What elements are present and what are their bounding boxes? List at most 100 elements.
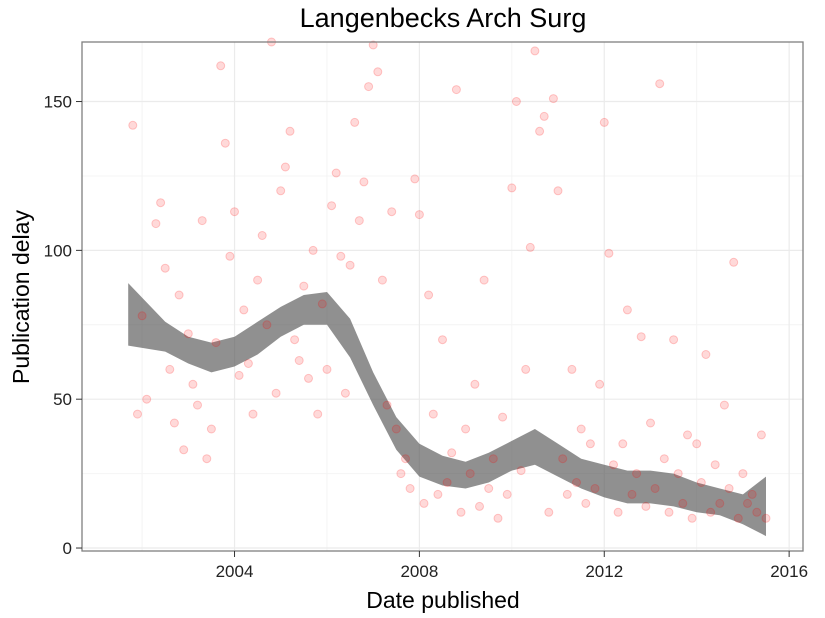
- data-point: [576, 424, 586, 434]
- data-point: [308, 245, 318, 255]
- data-point: [461, 424, 471, 434]
- x-axis-title: Date published: [366, 587, 519, 613]
- data-point: [165, 364, 175, 374]
- data-point: [253, 275, 263, 285]
- points-layer: [128, 37, 771, 523]
- data-point: [401, 454, 410, 464]
- data-point: [257, 231, 267, 240]
- data-point: [438, 335, 447, 345]
- data-point: [197, 216, 207, 226]
- data-point: [553, 186, 563, 196]
- data-point: [539, 111, 549, 121]
- data-point: [304, 373, 313, 383]
- data-point: [470, 379, 480, 389]
- data-point: [706, 507, 716, 517]
- data-point: [687, 513, 697, 523]
- data-point: [641, 501, 651, 511]
- data-point: [447, 448, 457, 458]
- confidence-band: [128, 283, 766, 537]
- data-point: [724, 484, 734, 493]
- data-point: [419, 498, 429, 508]
- data-point: [479, 275, 489, 285]
- data-point: [488, 454, 498, 464]
- data-point: [548, 94, 558, 104]
- data-point: [562, 489, 572, 499]
- data-point: [636, 332, 646, 342]
- data-point: [137, 311, 147, 321]
- data-point: [225, 251, 235, 261]
- y-axis-title: Publication delay: [8, 210, 34, 384]
- data-point: [646, 418, 655, 428]
- data-point: [396, 469, 406, 479]
- data-point: [678, 498, 688, 508]
- data-point: [322, 364, 332, 374]
- data-point: [234, 370, 244, 380]
- data-point: [581, 498, 591, 508]
- data-point: [368, 40, 378, 50]
- data-point: [507, 183, 517, 193]
- data-point: [239, 305, 249, 315]
- data-point: [174, 290, 184, 300]
- data-point: [572, 478, 581, 487]
- data-point: [710, 460, 720, 470]
- data-point: [299, 281, 309, 291]
- data-point: [493, 513, 503, 523]
- data-point: [442, 478, 452, 487]
- data-point: [715, 498, 725, 508]
- data-point: [382, 400, 392, 410]
- data-point: [729, 257, 739, 267]
- x-axis: 2004 2008 2012 2016: [216, 551, 808, 581]
- data-point: [142, 394, 152, 404]
- data-point: [350, 117, 360, 127]
- data-point: [156, 198, 166, 208]
- data-point: [193, 400, 202, 410]
- data-point: [650, 484, 660, 493]
- data-point: [585, 439, 595, 449]
- data-point: [599, 117, 609, 127]
- data-point: [169, 418, 179, 428]
- data-point: [345, 260, 355, 270]
- data-point: [391, 424, 401, 434]
- data-point: [340, 388, 350, 398]
- data-point: [696, 478, 706, 487]
- data-point: [414, 210, 424, 220]
- data-point: [336, 251, 346, 261]
- data-point: [206, 424, 216, 434]
- data-point: [183, 329, 193, 339]
- data-point: [498, 412, 508, 422]
- y-tick-label: 150: [44, 93, 72, 112]
- smooth-band-layer: [128, 283, 766, 537]
- data-point: [535, 126, 545, 136]
- data-point: [544, 507, 554, 517]
- data-point: [669, 335, 679, 345]
- data-point: [521, 364, 531, 374]
- data-point: [248, 409, 258, 419]
- data-point: [632, 469, 642, 479]
- data-point: [387, 207, 397, 217]
- data-point: [133, 409, 142, 419]
- data-point: [456, 507, 466, 517]
- x-tick-label: 2012: [585, 562, 623, 581]
- data-point: [373, 67, 383, 77]
- data-point: [609, 460, 618, 470]
- x-tick-label: 2004: [216, 562, 254, 581]
- data-point: [733, 513, 743, 523]
- data-point: [128, 120, 138, 130]
- data-point: [465, 469, 475, 479]
- data-point: [410, 174, 420, 184]
- data-point: [738, 469, 748, 479]
- data-point: [475, 501, 484, 511]
- data-point: [719, 400, 729, 410]
- data-point: [405, 484, 415, 493]
- data-point: [525, 242, 535, 252]
- data-point: [428, 409, 438, 419]
- data-point: [701, 350, 711, 359]
- y-tick-label: 100: [44, 241, 72, 260]
- data-point: [604, 248, 614, 258]
- data-point: [359, 177, 369, 187]
- data-point: [595, 379, 605, 389]
- data-point: [280, 162, 290, 172]
- data-point: [516, 466, 526, 476]
- data-point: [673, 469, 683, 479]
